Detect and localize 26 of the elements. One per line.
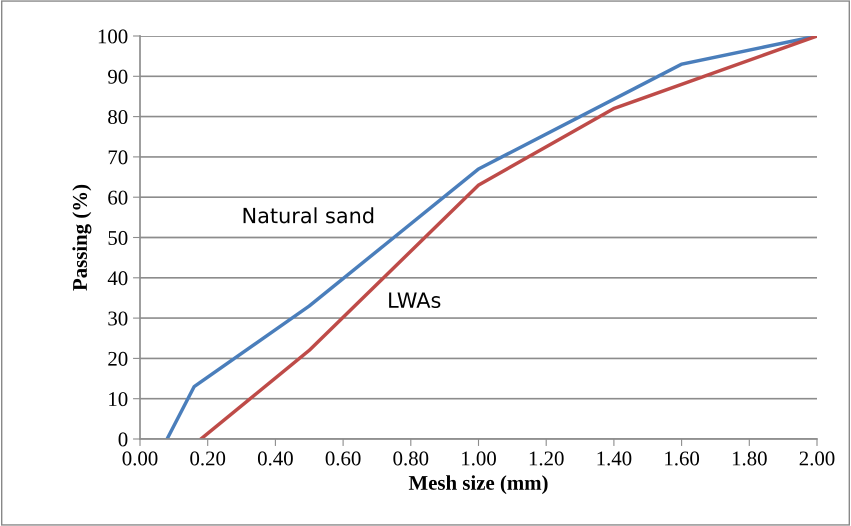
x-tick-label: 1.20 [530, 451, 564, 466]
y-tick-label: 40 [108, 271, 128, 286]
y-tick-label: 50 [108, 230, 128, 245]
y-tick-label: 70 [108, 150, 128, 164]
y-tick-label: 0 [118, 432, 128, 446]
x-tick-label: 1.80 [732, 451, 767, 466]
x-tick-label: 1.40 [598, 451, 632, 466]
x-tick-label: 0.80 [393, 451, 428, 466]
series-label: Natural sand [244, 207, 374, 224]
x-axis-title: Mesh size (mm) [408, 475, 548, 494]
y-tick-label: 30 [108, 311, 128, 326]
x-tick-label: 0.00 [122, 451, 158, 466]
y-axis-title: Passing (%) [72, 184, 92, 291]
y-tick-label: 10 [109, 392, 128, 406]
series-label: LWAs [389, 292, 440, 308]
y-tick-label: 90 [108, 70, 128, 84]
x-tick-label: 0.20 [190, 451, 226, 466]
x-tick-label: 0.40 [258, 451, 293, 466]
x-tick-label: 1.00 [462, 451, 496, 466]
y-tick-label: 60 [108, 190, 128, 205]
y-tick-label: 80 [108, 110, 128, 124]
x-tick-label: 2.00 [800, 451, 834, 466]
x-tick-label: 1.60 [665, 451, 700, 466]
y-tick-label: 20 [108, 352, 128, 366]
y-tick-label: 100 [98, 29, 128, 44]
x-tick-label: 0.60 [326, 451, 361, 466]
